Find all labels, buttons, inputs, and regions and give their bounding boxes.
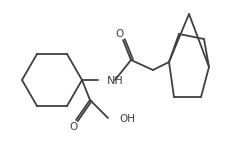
Text: O: O [69,122,77,132]
Text: OH: OH [119,114,135,124]
Text: NH: NH [107,76,124,86]
Text: O: O [115,29,123,39]
